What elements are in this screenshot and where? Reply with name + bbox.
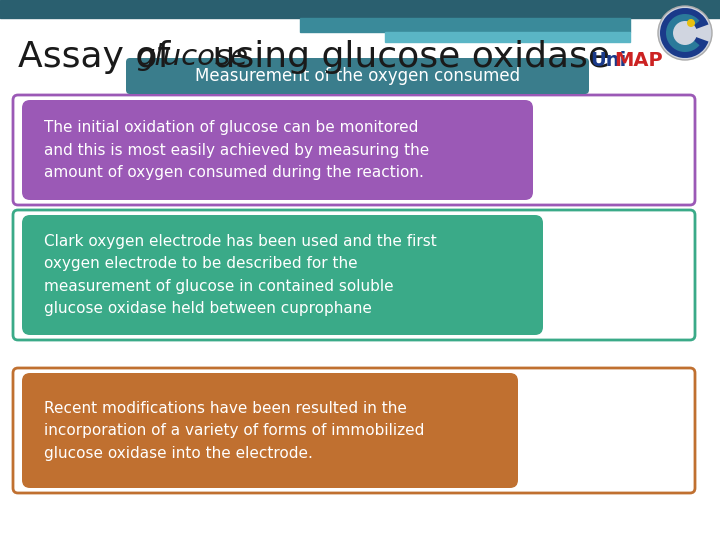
Text: glucose: glucose xyxy=(136,43,248,71)
FancyBboxPatch shape xyxy=(22,215,543,335)
Circle shape xyxy=(658,6,712,60)
FancyBboxPatch shape xyxy=(126,58,589,94)
Text: Clark oxygen electrode has been used and the first
oxygen electrode to be descri: Clark oxygen electrode has been used and… xyxy=(44,234,437,316)
Text: Recent modifications have been resulted in the
incorporation of a variety of for: Recent modifications have been resulted … xyxy=(44,401,424,461)
Wedge shape xyxy=(666,14,700,52)
Text: MAP: MAP xyxy=(614,51,662,71)
Circle shape xyxy=(673,21,697,45)
Bar xyxy=(300,18,630,32)
Wedge shape xyxy=(660,8,708,58)
Text: using glucose oxidase: using glucose oxidase xyxy=(201,40,610,74)
Bar xyxy=(385,32,630,42)
Circle shape xyxy=(687,19,695,27)
Text: The initial oxidation of glucose can be monitored
and this is most easily achiev: The initial oxidation of glucose can be … xyxy=(44,120,429,180)
Text: Measurement of the oxygen consumed: Measurement of the oxygen consumed xyxy=(195,67,520,85)
FancyBboxPatch shape xyxy=(22,373,518,488)
Text: Assay of: Assay of xyxy=(18,40,181,74)
Bar xyxy=(0,0,720,18)
Text: Uni: Uni xyxy=(590,51,626,71)
FancyBboxPatch shape xyxy=(22,100,533,200)
